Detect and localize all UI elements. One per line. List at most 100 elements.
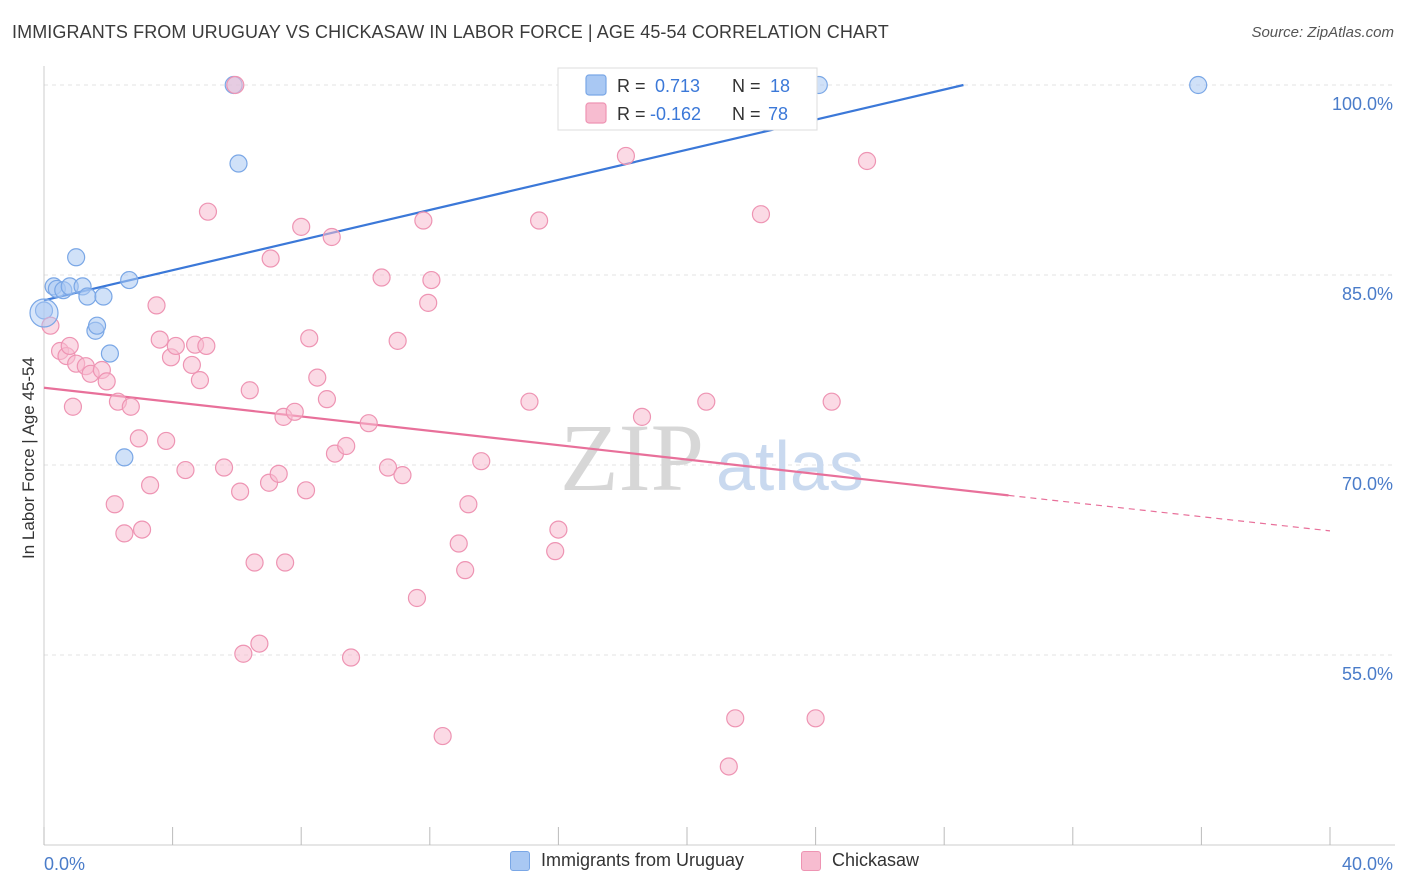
pink-data-point <box>214 458 234 477</box>
axes <box>43 66 1395 846</box>
legend-r-label-blue: R = <box>617 76 646 96</box>
pink-data-point <box>231 482 250 501</box>
legend-label-chickasaw: Chickasaw <box>832 850 920 870</box>
pink-data-point <box>115 524 134 543</box>
legend-swatch-uruguay <box>510 850 530 871</box>
pink-data-point <box>296 481 316 500</box>
pink-data-point <box>300 329 319 348</box>
pink-data-point <box>308 368 327 387</box>
pink-data-point <box>433 726 452 746</box>
pink-data-point <box>697 392 716 411</box>
pink-data-point <box>121 397 140 416</box>
blue-data-point <box>1189 75 1208 95</box>
blue-data-point <box>120 270 139 290</box>
pink-data-point <box>269 464 288 483</box>
blue-data-point <box>100 344 120 363</box>
pink-data-point <box>414 211 433 230</box>
pink-data-point <box>285 402 304 421</box>
pink-data-point <box>97 372 116 391</box>
watermark-zip: ZIP <box>560 404 704 511</box>
pink-data-point <box>520 392 539 411</box>
legend-item-uruguay[interactable]: Immigrants from Uruguay <box>510 850 744 871</box>
pink-data-point <box>147 296 166 315</box>
pink-data-point <box>276 553 295 572</box>
pink-data-point <box>226 75 245 95</box>
legend-n-value-pink: 78 <box>768 104 788 124</box>
x-tick-label: 40.0% <box>1342 854 1393 874</box>
pink-data-point <box>234 644 253 663</box>
pink-data-point <box>378 458 398 477</box>
pink-data-point <box>422 270 441 290</box>
blue-data-point <box>78 287 97 306</box>
y-tick-label: 55.0% <box>1342 664 1393 684</box>
pink-data-point <box>726 709 745 728</box>
gridlines <box>44 84 1395 656</box>
pink-data-point <box>176 460 195 480</box>
legend-item-chickasaw[interactable]: Chickasaw <box>801 850 919 871</box>
pink-data-point <box>549 520 568 539</box>
pink-trendline <box>43 386 1009 497</box>
pink-data-point <box>822 392 841 411</box>
legend-n-label-blue: N = <box>732 76 761 96</box>
legend-stats: R = 0.713 N = 18 R = -0.162 N = 78 <box>557 67 818 131</box>
legend-n-value-blue: 18 <box>770 76 790 96</box>
pink-data-point <box>530 211 549 230</box>
pink-data-point <box>419 293 438 312</box>
pink-data-point <box>719 757 738 776</box>
legend-label-uruguay: Immigrants from Uruguay <box>541 850 745 870</box>
legend-stats-swatch-pink <box>585 102 607 124</box>
pink-data-point <box>751 205 771 224</box>
blue-data-point <box>94 287 113 306</box>
legend-stats-swatch-blue <box>585 74 607 96</box>
pink-data-point <box>261 249 280 268</box>
pink-data-point <box>546 542 565 561</box>
legend-r-label-pink: R = <box>617 104 646 124</box>
pink-data-point <box>388 331 407 350</box>
pink-trendline-extension <box>1008 494 1331 532</box>
blue-data-point <box>115 448 134 467</box>
pink-data-point <box>240 381 259 400</box>
pink-data-point <box>150 330 169 349</box>
x-tick-label: 0.0% <box>44 854 85 874</box>
pink-data-point <box>616 146 636 166</box>
pink-data-point <box>322 227 341 247</box>
pink-data-point <box>337 436 356 456</box>
pink-data-point <box>372 268 391 287</box>
pink-data-point <box>292 217 311 236</box>
pink-data-point <box>132 520 152 539</box>
pink-data-point <box>245 553 264 572</box>
pink-data-point <box>459 495 478 514</box>
pink-data-point <box>632 407 652 426</box>
legend-n-label-pink: N = <box>732 104 761 124</box>
watermark: ZIP atlas <box>560 404 864 511</box>
legend-series: Immigrants from Uruguay Chickasaw <box>0 850 1406 880</box>
pink-data-point <box>359 414 378 433</box>
blue-trendline <box>43 83 964 302</box>
pink-data-point <box>105 495 124 514</box>
pink-data-point <box>449 534 468 553</box>
chart-title: IMMIGRANTS FROM URUGUAY VS CHICKASAW IN … <box>12 22 889 42</box>
data-points <box>29 75 1208 776</box>
pink-data-point <box>472 452 491 471</box>
y-axis-label: In Labor Force | Age 45-54 <box>19 357 38 559</box>
tick-labels: 100.0% 85.0% 70.0% 55.0% 0.0% 40.0% <box>44 94 1393 874</box>
pink-data-point <box>456 561 475 580</box>
pink-data-point <box>63 397 83 416</box>
pink-data-point <box>190 371 210 390</box>
y-tick-label: 70.0% <box>1342 474 1393 494</box>
pink-data-point <box>407 588 427 608</box>
pink-data-point <box>157 431 176 451</box>
pink-data-point <box>806 709 825 728</box>
blue-data-point <box>229 154 248 173</box>
y-tick-label: 100.0% <box>1332 94 1393 114</box>
blue-data-point-large <box>29 298 59 328</box>
legend-r-value-blue: 0.713 <box>650 76 700 96</box>
blue-data-point <box>34 301 54 320</box>
blue-data-point <box>87 316 107 335</box>
pink-data-point <box>140 476 160 495</box>
pink-data-point <box>197 336 216 356</box>
pink-data-point <box>166 336 185 356</box>
pink-data-point <box>317 390 337 409</box>
pink-data-point <box>129 429 148 448</box>
